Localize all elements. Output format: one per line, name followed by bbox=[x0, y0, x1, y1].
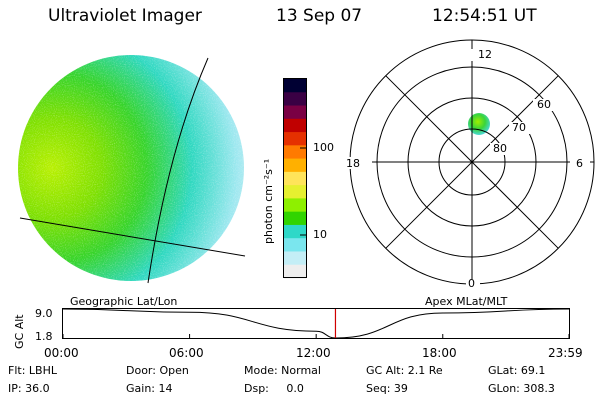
ytick-1-8: 1.8 bbox=[35, 330, 53, 343]
lat-label-60: 60 bbox=[537, 98, 551, 111]
colorbar-band bbox=[284, 158, 306, 173]
info-glat: GLat: 69.1 bbox=[488, 364, 546, 377]
latitude-line bbox=[19, 217, 246, 257]
info-flt: Flt: LBHL bbox=[8, 364, 57, 377]
colorbar-band bbox=[284, 145, 306, 160]
info-gc-alt: GC Alt: 2.1 Re bbox=[366, 364, 443, 377]
colorbar-band bbox=[284, 171, 306, 186]
colorbar-band bbox=[284, 238, 306, 252]
lat-label-70: 70 bbox=[512, 121, 526, 134]
longitude-line bbox=[147, 57, 209, 284]
mlt-label-12: 12 bbox=[478, 48, 492, 61]
xtick-1200: 12:00 bbox=[296, 346, 331, 360]
info-mode: Mode: Normal bbox=[244, 364, 321, 377]
colorbar-band bbox=[284, 185, 306, 199]
colorbar-band bbox=[284, 264, 306, 279]
info-glon: GLon: 308.3 bbox=[488, 382, 555, 395]
mlt-label-18: 18 bbox=[346, 157, 360, 170]
info-door: Door: Open bbox=[126, 364, 189, 377]
colorbar-band bbox=[284, 118, 306, 133]
lat-label-80: 80 bbox=[493, 142, 507, 155]
colorbar-tick-100: 100 bbox=[313, 141, 334, 154]
xtick-2359: 23:59 bbox=[548, 346, 583, 360]
ytick-9: 9.0 bbox=[35, 307, 53, 320]
info-ip: IP: 36.0 bbox=[8, 382, 50, 395]
colorbar-band bbox=[284, 132, 306, 146]
xtick-1800: 18:00 bbox=[422, 346, 457, 360]
info-dsp: Dsp: 0.0 bbox=[244, 382, 304, 395]
colorbar-band bbox=[284, 211, 306, 226]
mlt-label-0: 0 bbox=[468, 277, 475, 290]
apex-label: Apex MLat/MLT bbox=[425, 295, 508, 308]
xtick-0000: 00:00 bbox=[44, 346, 79, 360]
info-seq: Seq: 39 bbox=[366, 382, 408, 395]
colorbar bbox=[283, 78, 307, 279]
info-gain: Gain: 14 bbox=[126, 382, 173, 395]
colorbar-band bbox=[284, 251, 306, 266]
altitude-line bbox=[62, 308, 570, 339]
colorbar-band bbox=[284, 92, 306, 107]
colorbar-tick-10: 10 bbox=[313, 228, 327, 241]
time-label: 12:54:51 UT bbox=[432, 6, 537, 26]
xtick-0600: 06:00 bbox=[169, 346, 204, 360]
instrument-title: Ultraviolet Imager bbox=[48, 6, 202, 26]
date-label: 13 Sep 07 bbox=[276, 6, 363, 26]
geographic-label: Geographic Lat/Lon bbox=[70, 295, 178, 308]
colorbar-band bbox=[284, 105, 306, 120]
colorbar-band bbox=[284, 198, 306, 213]
colorbar-band bbox=[284, 79, 306, 93]
mlt-label-6: 6 bbox=[576, 157, 583, 170]
